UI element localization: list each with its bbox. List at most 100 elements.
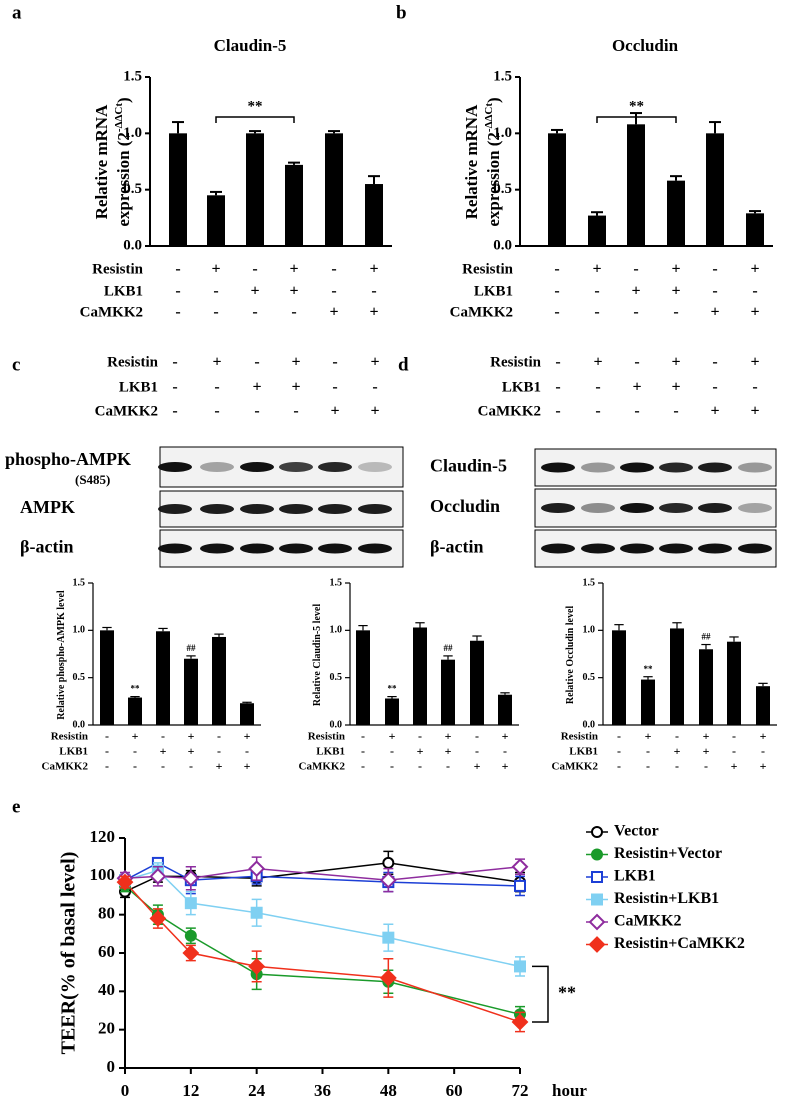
treatment-sign: + (211, 261, 220, 278)
blot-label: β-actin (20, 537, 73, 557)
legend-label: Resistin+LKB1 (614, 890, 719, 907)
treatment-label: CaMKK2 (478, 403, 541, 419)
blot-band (200, 462, 234, 472)
treatment-sign: - (761, 744, 765, 758)
treatment-sign: + (671, 379, 680, 396)
marker (379, 969, 397, 987)
error-bar (415, 622, 425, 628)
error-bar (701, 643, 711, 650)
treatment-sign: - (172, 379, 177, 396)
y-tick-label: 1.5 (123, 68, 142, 84)
x-tick-label: 0 (121, 1081, 130, 1100)
y-axis-label-sup: -ΔΔCt (113, 103, 125, 132)
treatment-sign: - (475, 729, 479, 743)
y-tick-label: 1.5 (73, 577, 86, 588)
treatment-sign: - (172, 403, 177, 420)
treatment-sign: + (645, 729, 652, 743)
y-axis-label-text: Relative mRNA (92, 104, 111, 219)
blot-band (240, 543, 274, 554)
error-bar (672, 622, 682, 629)
y-axis-label: Relative phospho-AMPK level (56, 590, 67, 720)
treatment-sign: - (646, 744, 650, 758)
marker (250, 906, 263, 919)
error-bar (387, 695, 397, 699)
treatment-sign: - (617, 759, 621, 773)
y-tick-label: 0.0 (583, 719, 596, 730)
error-bar (758, 682, 768, 687)
treatment-sign: - (418, 729, 422, 743)
y-tick-label: 20 (98, 1019, 115, 1038)
blot-label: Claudin-5 (430, 456, 507, 476)
treatment-sign: - (161, 729, 165, 743)
treatment-sign: - (503, 744, 507, 758)
treatment-sign: + (502, 729, 509, 743)
error-bar (158, 627, 168, 632)
treatment-sign: + (370, 403, 379, 420)
blot-band (358, 504, 392, 514)
treatment-sign: + (330, 403, 339, 420)
error-bar (630, 112, 642, 125)
y-tick-label: 1.5 (330, 577, 343, 588)
treatment-sign: - (245, 744, 249, 758)
bar (670, 628, 684, 725)
treatment-sign: + (289, 261, 298, 278)
x-tick-label: 36 (314, 1081, 331, 1100)
treatment-sign: - (752, 379, 757, 396)
panel-label: b (396, 2, 407, 23)
blot-band (738, 462, 772, 473)
y-tick-label: 0.0 (493, 237, 512, 253)
treatment-label: Resistin (92, 261, 143, 277)
marker (182, 869, 200, 887)
x-tick-label: 72 (512, 1081, 529, 1100)
blot-frame (534, 448, 777, 487)
error-bar (551, 128, 563, 134)
error-bar (472, 635, 482, 641)
blot-band (279, 543, 313, 554)
treatment-sign: - (634, 403, 639, 420)
bar (212, 636, 226, 725)
legend-marker (591, 848, 603, 861)
error-bar (368, 175, 380, 185)
treatment-sign: + (632, 379, 641, 396)
error-bar (210, 190, 222, 196)
blot-frame (534, 529, 777, 568)
y-axis-label: Relative mRNA (92, 104, 111, 219)
bracket-label: ** (629, 98, 644, 114)
treatment-sign: + (216, 759, 223, 773)
treatment-sign: - (105, 744, 109, 758)
blot-band (541, 543, 575, 554)
marker (514, 879, 526, 892)
treatment-sign: - (633, 261, 638, 278)
error-bar (249, 130, 261, 134)
treatment-sign: - (175, 304, 180, 321)
treatment-sign: + (710, 304, 719, 321)
bar (365, 184, 383, 246)
bar (727, 641, 741, 725)
panel-label: a (12, 2, 22, 23)
treatment-sign: - (217, 729, 221, 743)
blot-band (240, 504, 274, 514)
error-bar (186, 655, 196, 659)
bracket-label: ** (248, 98, 263, 114)
treatment-sign: - (555, 403, 560, 420)
blot-band (738, 543, 772, 554)
bar (128, 697, 142, 725)
treatment-label: CaMKK2 (42, 761, 89, 773)
bar (746, 213, 764, 246)
significance-mark: ## (702, 632, 712, 642)
treatment-sign: - (361, 744, 365, 758)
bar (356, 630, 370, 725)
treatment-label: LKB1 (316, 746, 345, 758)
treatment-sign: - (105, 759, 109, 773)
treatment-sign: - (291, 304, 296, 321)
treatment-sign: - (161, 759, 165, 773)
treatment-sign: - (675, 729, 679, 743)
treatment-sign: - (105, 729, 109, 743)
treatment-sign: - (293, 403, 298, 420)
treatment-label: Resistin (561, 731, 598, 743)
treatment-sign: + (291, 354, 300, 371)
treatment-sign: - (712, 261, 717, 278)
bar (641, 679, 655, 725)
treatment-sign: - (554, 261, 559, 278)
blot-band (698, 543, 732, 554)
